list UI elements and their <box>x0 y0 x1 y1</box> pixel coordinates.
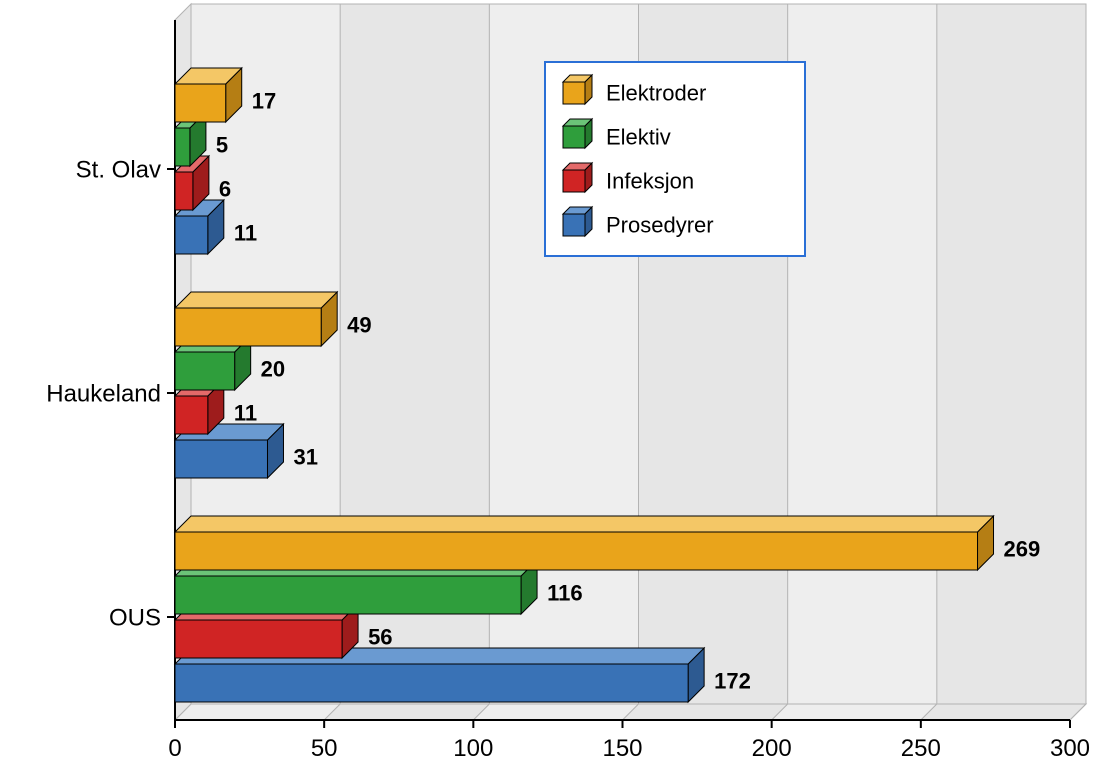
value-label: 6 <box>219 177 231 202</box>
value-label: 11 <box>234 401 257 426</box>
value-label: 116 <box>547 581 583 606</box>
legend-label: Infeksjon <box>606 169 694 194</box>
x-tick-label: 100 <box>453 735 493 762</box>
y-category-label: OUS <box>109 604 161 631</box>
y-category-label: Haukeland <box>46 380 161 407</box>
value-label: 17 <box>252 89 276 114</box>
x-tick-label: 300 <box>1050 735 1090 762</box>
legend-label: Elektroder <box>606 81 706 106</box>
legend-label: Elektiv <box>606 125 671 150</box>
value-label: 49 <box>347 313 371 338</box>
value-label: 31 <box>293 445 317 470</box>
x-tick-label: 200 <box>752 735 792 762</box>
x-tick-label: 50 <box>311 735 338 762</box>
value-label: 11 <box>234 221 257 246</box>
value-label: 20 <box>261 357 285 382</box>
y-category-label: St. Olav <box>76 156 161 183</box>
value-label: 172 <box>714 669 751 694</box>
value-label: 5 <box>216 133 228 158</box>
value-label: 269 <box>1004 537 1041 562</box>
x-tick-label: 250 <box>901 735 941 762</box>
x-tick-label: 0 <box>168 735 181 762</box>
value-label: 56 <box>368 625 392 650</box>
legend-label: Prosedyrer <box>606 213 714 238</box>
x-tick-label: 150 <box>602 735 642 762</box>
legend: Elektroder Elektiv Infeksjon Prosedyrer <box>545 62 805 256</box>
bar-ous-elektroder: 269 <box>175 516 1040 570</box>
bar-chart-3d: 0501001502002503001725611626931112049116… <box>0 0 1102 779</box>
floor <box>175 704 1086 720</box>
